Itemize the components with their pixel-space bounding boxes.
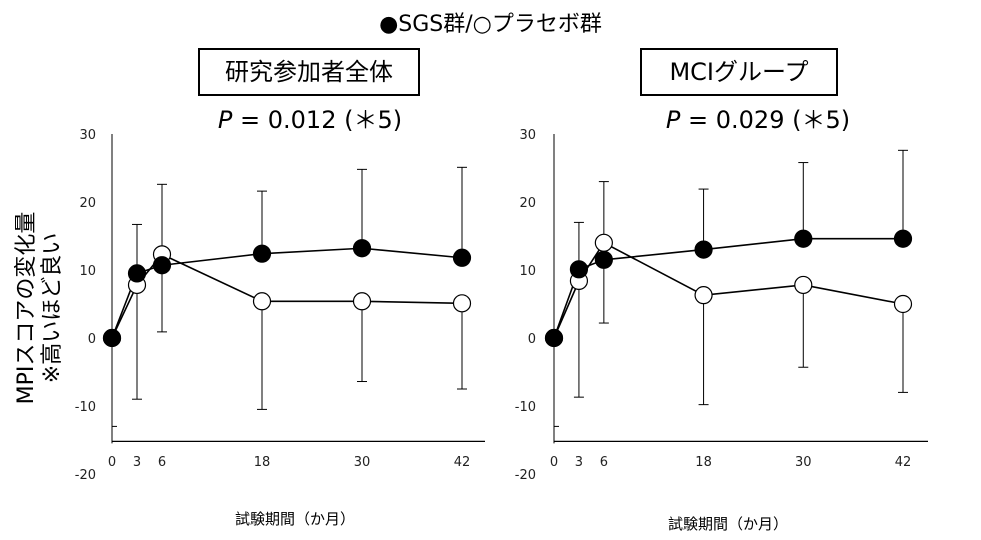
placebo-series-line [111,253,463,339]
placebo-data-point [594,233,613,252]
sgs-data-point [893,229,913,248]
panel-title-mci-group: MCIグループ [640,48,838,96]
panel-title-all-participants: 研究参加者全体 [198,48,420,96]
y-tick-label: 20 [519,196,536,211]
sgs-data-point [452,248,472,267]
y-tick-label: 0 [88,332,96,347]
y-tick-label: -20 [515,468,536,483]
y-tick-label: 10 [79,264,96,279]
sgs-data-point [794,229,813,248]
placebo-data-point [252,292,272,311]
sgs-data-point [252,244,272,263]
placebo-data-point [694,286,713,305]
sgs-data-point [694,240,713,259]
legend: ●SGS群/○プラセボ群 [379,12,602,37]
x-axis-label-all: 試験期間（か月） [234,510,355,528]
y-tick-label: 30 [519,128,536,143]
sgs-data-point [352,239,372,258]
x-tick-label: 3 [133,455,141,470]
placebo-data-point [352,292,372,311]
p-symbol: P [665,106,681,134]
x-tick-label: 0 [108,455,116,470]
y-tick-label: -20 [75,468,96,483]
p-value-text: = 0.029 (＊5) [688,106,851,134]
p-value-text: = 0.012 (＊5) [240,106,403,134]
p-value-all: P = 0.012 (＊5) [180,100,440,135]
sgs-data-point [594,250,613,269]
sgs-data-point [152,256,172,275]
sgs-data-point [544,328,564,348]
y-tick-label: 20 [79,196,96,211]
y-tick-label: 10 [519,264,536,279]
y-tick-label: 30 [79,128,96,143]
placebo-data-point [893,294,913,314]
x-tick-label: 0 [550,455,558,470]
sgs-data-point [102,328,122,348]
sgs-data-point [127,264,147,283]
x-axis-label-mci: 試験期間（か月） [667,515,788,533]
p-symbol: P [217,106,233,134]
x-tick-label: 42 [895,455,912,470]
x-tick-label: 30 [795,455,812,470]
x-tick-label: 6 [600,455,608,470]
x-tick-label: 3 [575,455,583,470]
x-tick-label: 6 [158,455,166,470]
placebo-series-line [553,241,904,339]
x-tick-label: 18 [254,455,271,470]
y-tick-label: 0 [528,332,536,347]
p-value-mci: P = 0.029 (＊5) [628,100,888,135]
sgs-data-point [569,260,589,279]
y-tick-label: -10 [515,400,536,415]
x-tick-label: 42 [454,455,471,470]
x-tick-label: 18 [695,455,712,470]
placebo-data-point [794,275,813,295]
y-tick-label: -10 [75,400,96,415]
x-tick-label: 30 [354,455,371,470]
placebo-data-point [452,294,472,313]
